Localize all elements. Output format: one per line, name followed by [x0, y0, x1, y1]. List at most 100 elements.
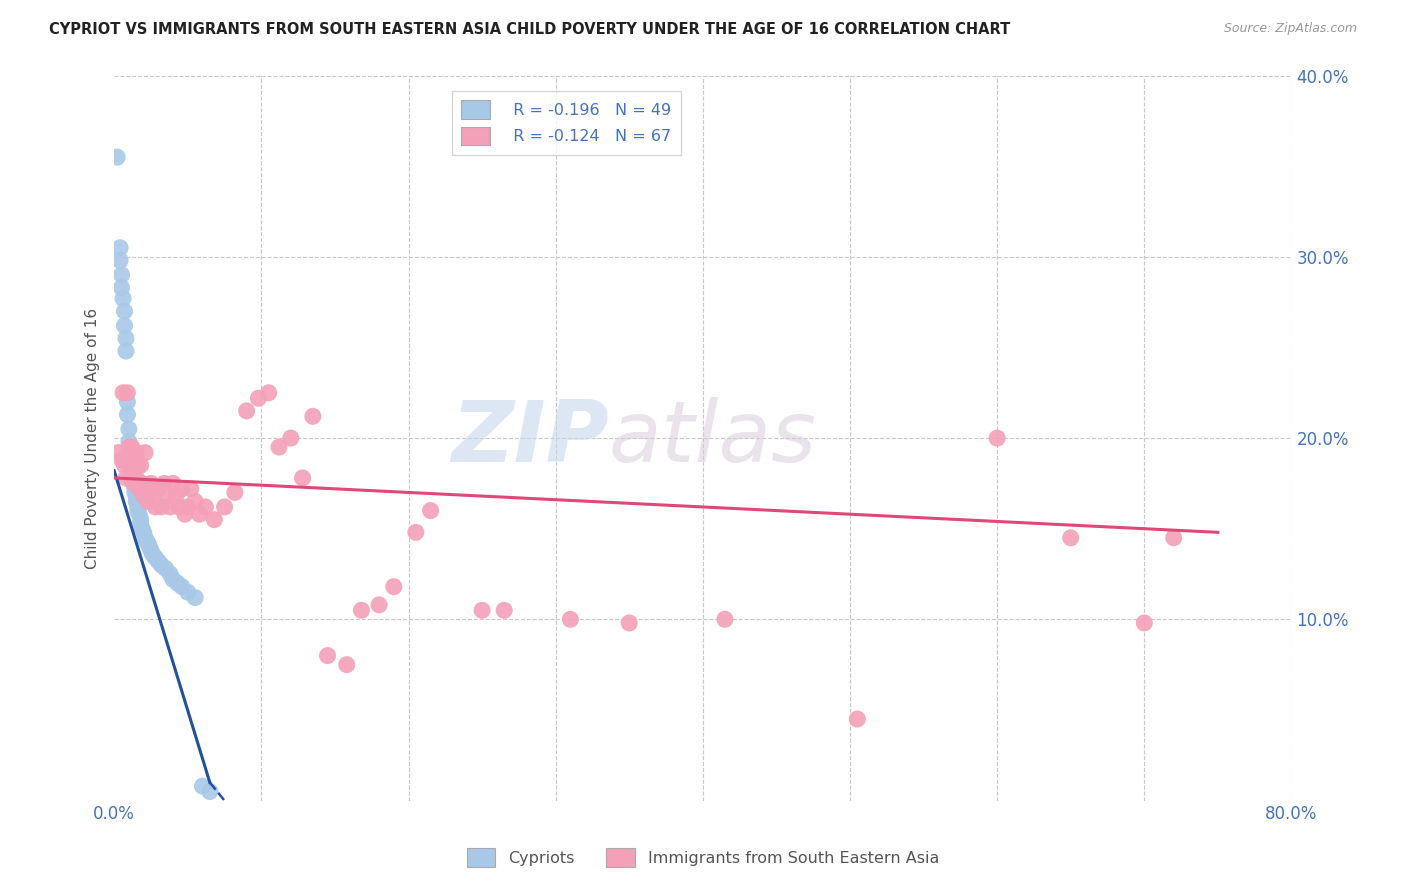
Point [129, 516, 152, 531]
Point [1163, 531, 1185, 545]
Point [302, 409, 325, 424]
Point [124, 485, 146, 500]
Point [173, 507, 195, 521]
Point [129, 458, 152, 473]
Point [316, 648, 339, 663]
Point [108, 241, 131, 255]
Point [124, 480, 146, 494]
Point [419, 503, 441, 517]
Point [159, 500, 181, 514]
Point [235, 404, 257, 418]
Point [107, 445, 129, 459]
Point [111, 385, 134, 400]
Point [280, 431, 302, 445]
Point [108, 253, 131, 268]
Point [118, 440, 141, 454]
Point [115, 344, 138, 359]
Point [132, 525, 155, 540]
Point [117, 385, 139, 400]
Point [224, 485, 246, 500]
Point [619, 615, 641, 630]
Point [159, 567, 181, 582]
Point [121, 462, 143, 476]
Point [117, 394, 139, 409]
Point [131, 522, 153, 536]
Y-axis label: Child Poverty Under the Age of 16: Child Poverty Under the Age of 16 [86, 308, 100, 568]
Point [125, 471, 148, 485]
Point [198, 784, 221, 798]
Point [170, 482, 193, 496]
Text: atlas: atlas [609, 397, 817, 480]
Point [118, 422, 141, 436]
Point [214, 500, 236, 514]
Point [132, 489, 155, 503]
Point [114, 304, 136, 318]
Point [122, 471, 145, 485]
Point [177, 585, 200, 599]
Point [184, 591, 207, 605]
Point [148, 482, 170, 496]
Point [150, 558, 173, 572]
Point [1060, 531, 1083, 545]
Point [105, 150, 128, 164]
Point [257, 385, 280, 400]
Point [121, 471, 143, 485]
Point [134, 445, 156, 459]
Point [121, 467, 143, 482]
Point [127, 503, 149, 517]
Point [125, 445, 148, 459]
Point [494, 603, 516, 617]
Point [136, 494, 159, 508]
Point [121, 440, 143, 454]
Point [560, 612, 582, 626]
Point [114, 458, 136, 473]
Point [120, 458, 142, 473]
Point [128, 507, 150, 521]
Point [110, 452, 132, 467]
Point [115, 471, 138, 485]
Point [117, 408, 139, 422]
Point [368, 598, 391, 612]
Point [267, 440, 290, 454]
Point [336, 657, 359, 672]
Point [136, 536, 159, 550]
Point [145, 550, 167, 565]
Point [120, 445, 142, 459]
Point [135, 534, 157, 549]
Point [139, 543, 162, 558]
Legend:   R = -0.196   N = 49,   R = -0.124   N = 67: R = -0.196 N = 49, R = -0.124 N = 67 [451, 91, 681, 155]
Point [155, 561, 177, 575]
Point [165, 489, 187, 503]
Point [125, 494, 148, 508]
Point [471, 603, 494, 617]
Point [141, 547, 163, 561]
Point [291, 471, 314, 485]
Point [170, 580, 193, 594]
Point [122, 452, 145, 467]
Point [382, 580, 405, 594]
Legend: Cypriots, Immigrants from South Eastern Asia: Cypriots, Immigrants from South Eastern … [460, 842, 946, 873]
Point [124, 476, 146, 491]
Point [1133, 615, 1156, 630]
Text: ZIP: ZIP [451, 397, 609, 480]
Point [110, 268, 132, 282]
Point [141, 489, 163, 503]
Point [156, 489, 179, 503]
Point [135, 482, 157, 496]
Point [150, 500, 173, 514]
Point [110, 280, 132, 294]
Point [122, 476, 145, 491]
Point [167, 500, 190, 514]
Point [247, 391, 270, 405]
Point [120, 457, 142, 471]
Point [139, 476, 162, 491]
Point [188, 507, 211, 521]
Point [153, 476, 176, 491]
Text: CYPRIOT VS IMMIGRANTS FROM SOUTH EASTERN ASIA CHILD POVERTY UNDER THE AGE OF 16 : CYPRIOT VS IMMIGRANTS FROM SOUTH EASTERN… [49, 22, 1011, 37]
Point [138, 540, 160, 554]
Point [148, 554, 170, 568]
Point [846, 712, 869, 726]
Point [405, 525, 427, 540]
Point [145, 500, 167, 514]
Point [131, 476, 153, 491]
